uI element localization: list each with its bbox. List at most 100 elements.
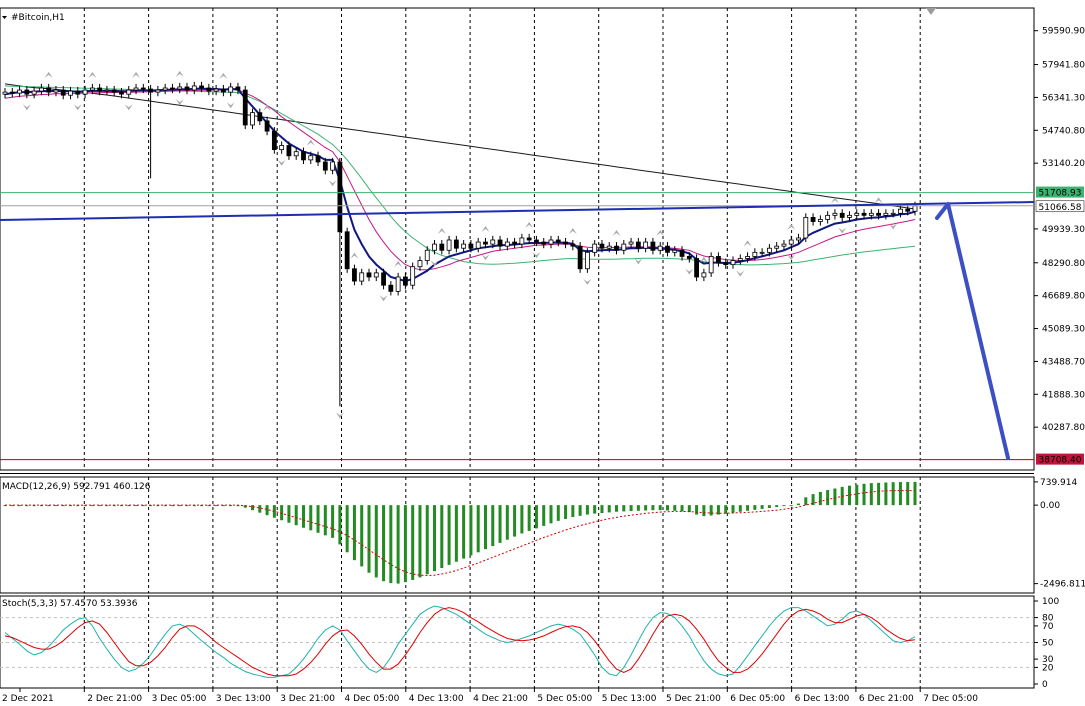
candle-body	[206, 87, 212, 92]
stoch-tick-label: 0	[1042, 680, 1048, 690]
candle-body	[97, 87, 103, 92]
candle-body	[330, 161, 336, 171]
candle-body	[461, 243, 467, 249]
candle-body	[119, 91, 124, 95]
fractal-up	[743, 240, 752, 247]
candle-body	[170, 87, 175, 90]
candle-body	[679, 249, 685, 257]
macd-bar	[505, 505, 509, 540]
candle-body	[453, 239, 459, 249]
macd-bar	[221, 505, 225, 507]
macd-bar	[309, 505, 313, 531]
macd-bar	[287, 505, 291, 523]
candle-body	[410, 266, 416, 286]
candle-body	[606, 245, 612, 249]
candle-body	[439, 243, 445, 251]
macd-bar	[280, 505, 284, 521]
candle-body	[293, 151, 299, 157]
price-tick-label: 56341.30	[1042, 93, 1085, 103]
candle-body	[504, 241, 510, 247]
candle-body	[53, 89, 59, 93]
line-price-tag-bg	[1036, 186, 1084, 198]
fractal-down	[73, 104, 82, 111]
forecast-arrow	[935, 202, 1010, 460]
macd-bar	[884, 482, 888, 506]
fractal-down	[430, 260, 439, 267]
macd-bar	[163, 505, 167, 507]
macd-bar	[447, 505, 451, 565]
symbol-dropdown-icon[interactable]	[2, 16, 7, 19]
candle-body	[184, 86, 190, 91]
macd-bar	[265, 505, 269, 516]
candle-body	[308, 155, 314, 161]
macd-bar	[47, 505, 51, 507]
macd-bar	[695, 505, 699, 515]
fractal-up	[699, 256, 708, 263]
stoch-main-line	[4, 605, 916, 678]
macd-bar	[855, 484, 859, 506]
candle-body	[701, 272, 707, 278]
price-tick-label: 59590.90	[1042, 27, 1085, 37]
macd-bar	[542, 505, 546, 526]
chart-shift-marker[interactable]	[926, 8, 936, 15]
macd-bar	[724, 505, 728, 514]
candle-body	[242, 89, 248, 126]
candle-body	[388, 284, 394, 292]
candle-body	[592, 243, 598, 253]
macd-bar	[644, 505, 648, 511]
trend-line	[0, 201, 1035, 221]
macd-bar	[578, 505, 582, 516]
stoch-tick-label: 30	[1042, 655, 1054, 665]
macd-bar	[440, 505, 444, 568]
fractal-up	[44, 71, 53, 78]
macd-bar	[534, 505, 538, 529]
macd-bar	[61, 505, 65, 507]
candle-body	[126, 89, 132, 95]
macd-bar	[826, 490, 830, 506]
macd-bar	[367, 505, 371, 573]
fractal-up	[263, 104, 272, 111]
macd-bar	[331, 505, 335, 538]
candle-body	[483, 241, 488, 245]
candle-body	[24, 89, 30, 95]
candle-body	[694, 258, 699, 278]
candle-body	[104, 89, 110, 92]
fractal-down	[889, 223, 898, 230]
candle-body	[861, 212, 867, 216]
time-tick-label: 4 Dec 13:00	[409, 694, 464, 704]
macd-bar	[251, 505, 255, 511]
candle-body	[570, 243, 576, 247]
candle-body	[519, 237, 525, 245]
macd-bar	[906, 481, 910, 506]
candle-body	[279, 145, 285, 151]
macd-bar	[513, 505, 517, 537]
macd-bar	[527, 505, 531, 531]
macd-bar	[607, 505, 611, 513]
macd-bar	[156, 505, 160, 507]
macd-bar	[301, 505, 305, 528]
macd-bar	[98, 505, 102, 507]
macd-bar	[258, 505, 262, 513]
macd-bar	[767, 505, 771, 508]
candle-body	[650, 241, 656, 251]
candle-body	[635, 241, 641, 249]
candle-body	[148, 88, 154, 93]
current-price-tag-bg	[1035, 200, 1085, 213]
candle-body	[585, 251, 590, 270]
fractal-up	[568, 228, 577, 234]
macd-bar	[797, 503, 801, 506]
price-tick-label: 40287.80	[1042, 423, 1085, 433]
macd-bar	[374, 505, 378, 578]
candle-body	[810, 217, 816, 222]
macd-bar	[476, 505, 480, 553]
candle-body	[803, 217, 809, 239]
macd-bar	[571, 505, 575, 518]
fractal-down	[379, 295, 388, 302]
macd-bar	[615, 505, 619, 512]
candle-body	[402, 276, 408, 286]
macd-bar	[564, 505, 568, 519]
macd-bar	[141, 505, 145, 507]
macd-bar	[651, 505, 655, 511]
time-tick-label: 3 Dec 05:00	[152, 694, 207, 704]
